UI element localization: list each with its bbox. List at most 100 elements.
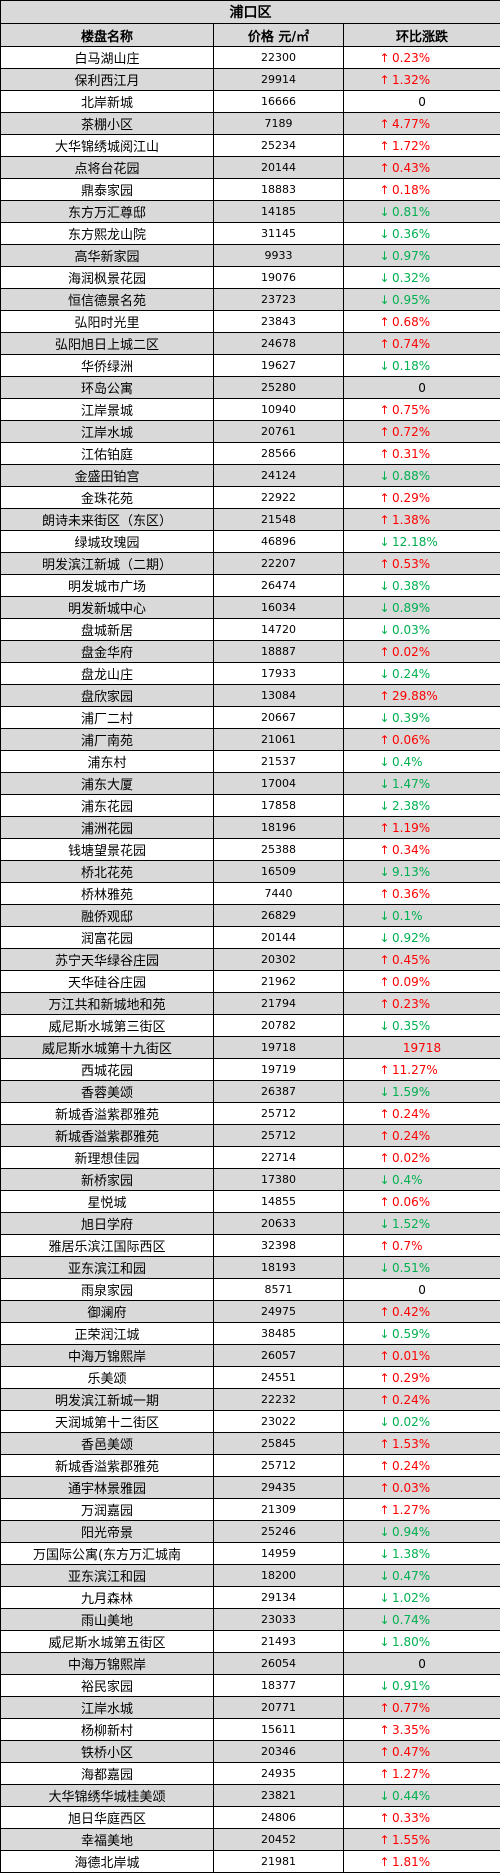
change-cell: ↑0.02%: [344, 1147, 500, 1169]
estate-name: 浦东花园: [1, 795, 214, 817]
table-header-row: 楼盘名称 价格 元/㎡ 环比涨跌: [1, 24, 500, 47]
change-value: 0.03%: [392, 1481, 430, 1495]
estate-price: 15611: [214, 1719, 344, 1741]
change-value: 0.77%: [392, 1701, 430, 1715]
estate-name: 金盛田铂宫: [1, 465, 214, 487]
change-cell: ↑0.74%: [344, 333, 500, 355]
estate-name: 通宇林景雅园: [1, 1477, 214, 1499]
arrow-down-icon: ↓: [378, 293, 391, 307]
change-cell: ↑1.32%: [344, 69, 500, 91]
estate-name: 高华新家园: [1, 245, 214, 267]
change-value: 0.29%: [392, 1371, 430, 1385]
estate-name: 新城香溢紫郡雅苑: [1, 1455, 214, 1477]
estate-price: 17004: [214, 773, 344, 795]
change-cell: ↑0.24%: [344, 1125, 500, 1147]
change-cell: ↓1.38%: [344, 1543, 500, 1565]
change-value: 0.91%: [392, 1679, 430, 1693]
estate-price: 20144: [214, 157, 344, 179]
change-cell: ↓0.1%: [344, 905, 500, 927]
arrow-down-icon: ↓: [378, 777, 391, 791]
estate-price: 29134: [214, 1587, 344, 1609]
change-value: 3.35%: [392, 1723, 430, 1737]
change-cell: ↑29.88%: [344, 685, 500, 707]
change-cell: ↑0.24%: [344, 1389, 500, 1411]
header-price: 价格 元/㎡: [214, 24, 344, 47]
estate-name: 苏宁天华绿谷庄园: [1, 949, 214, 971]
estate-price: 26829: [214, 905, 344, 927]
change-cell: ↓0.35%: [344, 1015, 500, 1037]
arrow-down-icon: ↓: [378, 227, 391, 241]
change-cell: ↑4.77%: [344, 113, 500, 135]
estate-price: 32398: [214, 1235, 344, 1257]
estate-price: 24806: [214, 1807, 344, 1829]
estate-price: 25246: [214, 1521, 344, 1543]
arrow-down-icon: ↓: [378, 1569, 391, 1583]
estate-name: 威尼斯水城第五街区: [1, 1631, 214, 1653]
estate-price: 13084: [214, 685, 344, 707]
arrow-up-icon: ↑: [378, 183, 391, 197]
change-cell: ↑0.77%: [344, 1697, 500, 1719]
estate-price: 25234: [214, 135, 344, 157]
change-value: 0.59%: [392, 1327, 430, 1341]
estate-price: 25388: [214, 839, 344, 861]
change-value: 0.06%: [392, 733, 430, 747]
estate-name: 浦东村: [1, 751, 214, 773]
estate-name: 大华锦绣华城桂美颂: [1, 1785, 214, 1807]
change-value: 0.4%: [392, 1173, 423, 1187]
change-cell: ↑0.09%: [344, 971, 500, 993]
change-cell: ↑3.35%: [344, 1719, 500, 1741]
arrow-up-icon: ↑: [378, 161, 391, 175]
estate-name: 东方万汇尊邸: [1, 201, 214, 223]
change-cell: ↑0.42%: [344, 1301, 500, 1323]
change-value: 1.55%: [392, 1833, 430, 1847]
arrow-down-icon: ↓: [378, 1019, 391, 1033]
estate-name: 点将台花园: [1, 157, 214, 179]
arrow-down-icon: ↓: [378, 1415, 391, 1429]
estate-price: 14959: [214, 1543, 344, 1565]
arrow-up-icon: ↑: [378, 821, 391, 835]
estate-name: 白马湖山庄: [1, 47, 214, 69]
change-cell: ↑0.24%: [344, 1455, 500, 1477]
change-cell: 19718: [344, 1037, 500, 1059]
arrow-up-icon: ↑: [378, 1371, 391, 1385]
estate-price: 20761: [214, 421, 344, 443]
arrow-up-icon: ↑: [378, 975, 391, 989]
change-value: 0.47%: [392, 1745, 430, 1759]
arrow-up-icon: ↑: [378, 1063, 391, 1077]
arrow-down-icon: ↓: [378, 1613, 391, 1627]
estate-name: 雅居乐滨江国际西区: [1, 1235, 214, 1257]
arrow-up-icon: ↑: [378, 1811, 391, 1825]
estate-price: 19719: [214, 1059, 344, 1081]
estate-name: 茶棚小区: [1, 113, 214, 135]
change-value: 0.44%: [392, 1789, 430, 1803]
arrow-up-icon: ↑: [378, 1195, 391, 1209]
arrow-up-icon: ↑: [378, 733, 391, 747]
change-value: 0.39%: [392, 711, 430, 725]
change-cell: ↑11.27%: [344, 1059, 500, 1081]
estate-price: 18193: [214, 1257, 344, 1279]
change-cell: ↓0.02%: [344, 1411, 500, 1433]
change-cell: ↑0.72%: [344, 421, 500, 443]
estate-name: 正荣润江城: [1, 1323, 214, 1345]
arrow-up-icon: ↑: [378, 337, 391, 351]
change-value: 0.68%: [392, 315, 430, 329]
change-value: 0.23%: [392, 51, 430, 65]
estate-name: 浦厂南苑: [1, 729, 214, 751]
change-value: 0: [418, 95, 426, 109]
estate-price: 23821: [214, 1785, 344, 1807]
estate-price: 22207: [214, 553, 344, 575]
